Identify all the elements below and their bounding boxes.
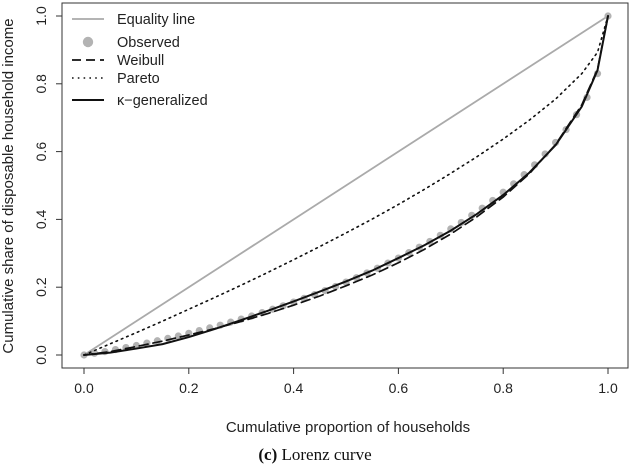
legend-label: Pareto — [117, 71, 160, 87]
x-tick-label: 0.4 — [284, 380, 304, 396]
y-axis: 0.0 0.2 0.4 0.6 0.8 1.0 — [33, 6, 63, 365]
figure-caption: (c) Lorenz curve — [0, 445, 630, 465]
legend-label: κ−generalized — [117, 93, 208, 109]
x-axis: 0.0 0.2 0.4 0.6 0.8 1.0 — [74, 367, 618, 396]
y-tick-label: 0.0 — [33, 345, 49, 365]
y-tick-label: 0.2 — [33, 277, 49, 297]
legend-label: Weibull — [117, 53, 164, 69]
observed-point — [164, 334, 172, 342]
series-pareto-line — [83, 15, 609, 356]
x-axis-title: Cumulative proportion of households — [226, 419, 470, 436]
series-kappa-generalized-line — [83, 15, 609, 356]
observed-point — [541, 150, 549, 158]
legend: Equality line Observed Weibull Pareto κ−gene… — [72, 12, 208, 109]
legend-observed-marker — [82, 36, 94, 48]
x-tick-label: 1.0 — [598, 380, 618, 396]
caption-text: Lorenz curve — [281, 445, 372, 464]
series-layer — [80, 12, 612, 359]
x-tick-label: 0.6 — [389, 380, 409, 396]
x-tick-label: 0.2 — [179, 380, 199, 396]
legend-label: Observed — [117, 35, 180, 51]
y-axis-title: Cumulative share of disposable household… — [0, 18, 17, 353]
y-tick-label: 0.6 — [33, 142, 49, 162]
x-tick-label: 0.8 — [493, 380, 513, 396]
caption-label: (c) — [258, 445, 278, 464]
y-tick-label: 0.8 — [33, 74, 49, 94]
legend-label: Equality line — [117, 12, 195, 28]
y-tick-label: 1.0 — [33, 6, 49, 26]
series-equality-line — [83, 15, 609, 356]
x-tick-label: 0.0 — [74, 380, 94, 396]
y-tick-label: 0.4 — [33, 209, 49, 229]
